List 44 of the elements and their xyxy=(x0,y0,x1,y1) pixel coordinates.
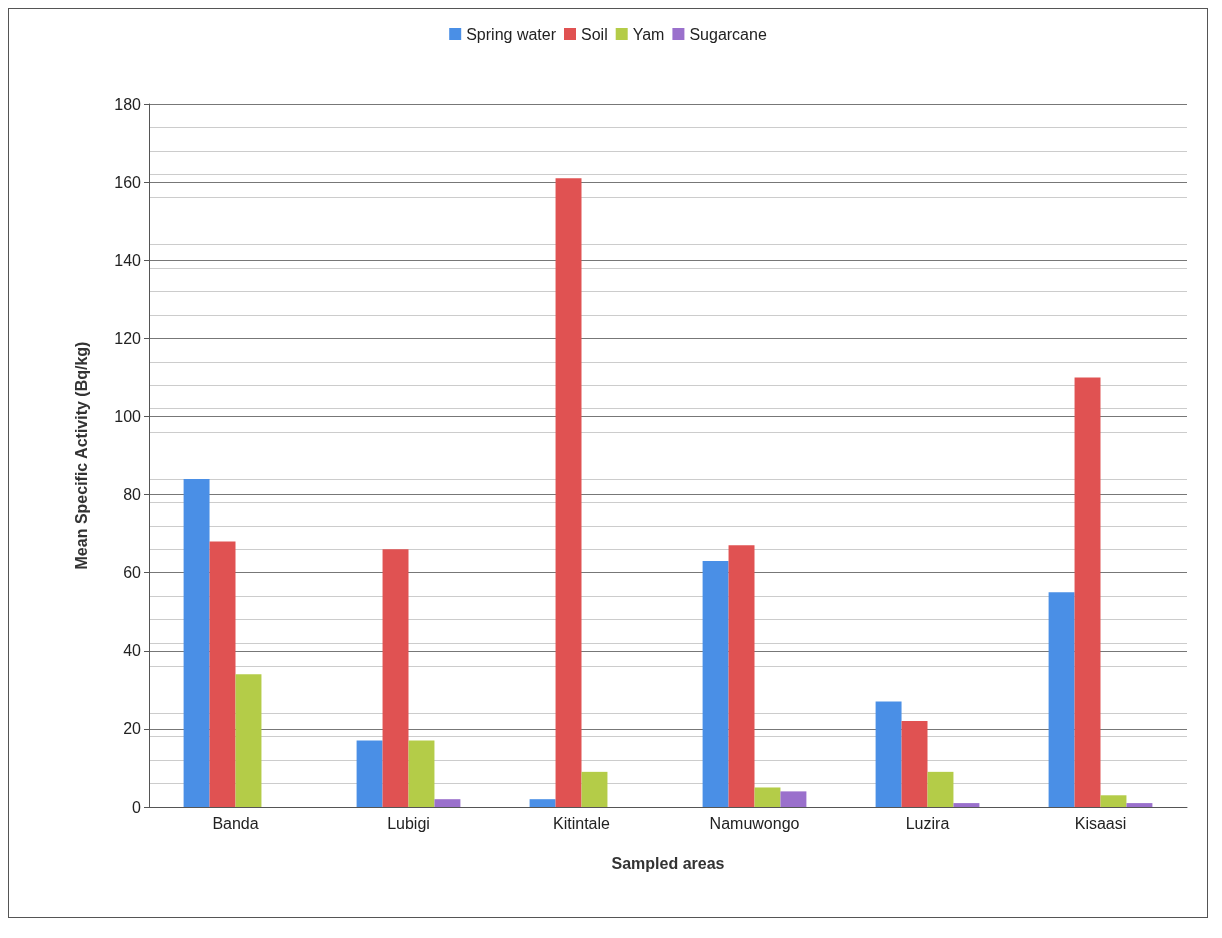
x-axis-title: Sampled areas xyxy=(611,854,725,872)
bar xyxy=(702,560,729,807)
bar xyxy=(434,799,461,807)
y-tick-label: 120 xyxy=(114,329,142,347)
bar xyxy=(529,799,556,807)
x-tick-label: Lubigi xyxy=(387,814,430,832)
y-tick-label: 180 xyxy=(114,95,142,113)
bar xyxy=(1048,592,1075,807)
bar xyxy=(728,545,755,807)
bar xyxy=(1100,795,1127,807)
bar xyxy=(382,549,409,807)
legend-label: Sugarcane xyxy=(689,25,767,43)
bar xyxy=(1074,377,1101,807)
bar xyxy=(408,740,435,807)
bar xyxy=(901,721,928,807)
x-tick-label: Banda xyxy=(212,814,259,832)
x-tick-label: Namuwongo xyxy=(709,814,800,832)
y-tick-label: 100 xyxy=(114,407,142,425)
bar xyxy=(754,787,781,807)
bar xyxy=(1126,803,1153,807)
bar xyxy=(209,541,236,807)
x-tick-label: Kisaasi xyxy=(1074,814,1127,832)
bar xyxy=(875,701,902,807)
legend-label: Soil xyxy=(581,25,608,43)
y-axis-title: Mean Specific Activity (Bq/kg) xyxy=(72,341,90,570)
x-tick-label: Luzira xyxy=(905,814,950,832)
y-tick-label: 80 xyxy=(123,486,142,504)
y-tick-label: 60 xyxy=(123,564,142,582)
bar xyxy=(555,178,582,807)
legend-label: Yam xyxy=(632,25,665,43)
y-tick-label: 20 xyxy=(123,720,142,738)
bar xyxy=(356,740,383,807)
bar xyxy=(235,674,262,807)
x-tick-label: Kitintale xyxy=(553,814,611,832)
bar xyxy=(780,791,807,807)
y-tick-label: 40 xyxy=(123,642,142,660)
bar xyxy=(953,803,980,807)
y-tick-label: 140 xyxy=(114,251,142,269)
bar xyxy=(927,771,954,807)
bar xyxy=(581,771,608,807)
y-tick-label: 160 xyxy=(114,173,142,191)
y-tick-label: 0 xyxy=(132,798,142,816)
bar xyxy=(183,478,210,807)
legend-label: Spring water xyxy=(466,25,557,43)
